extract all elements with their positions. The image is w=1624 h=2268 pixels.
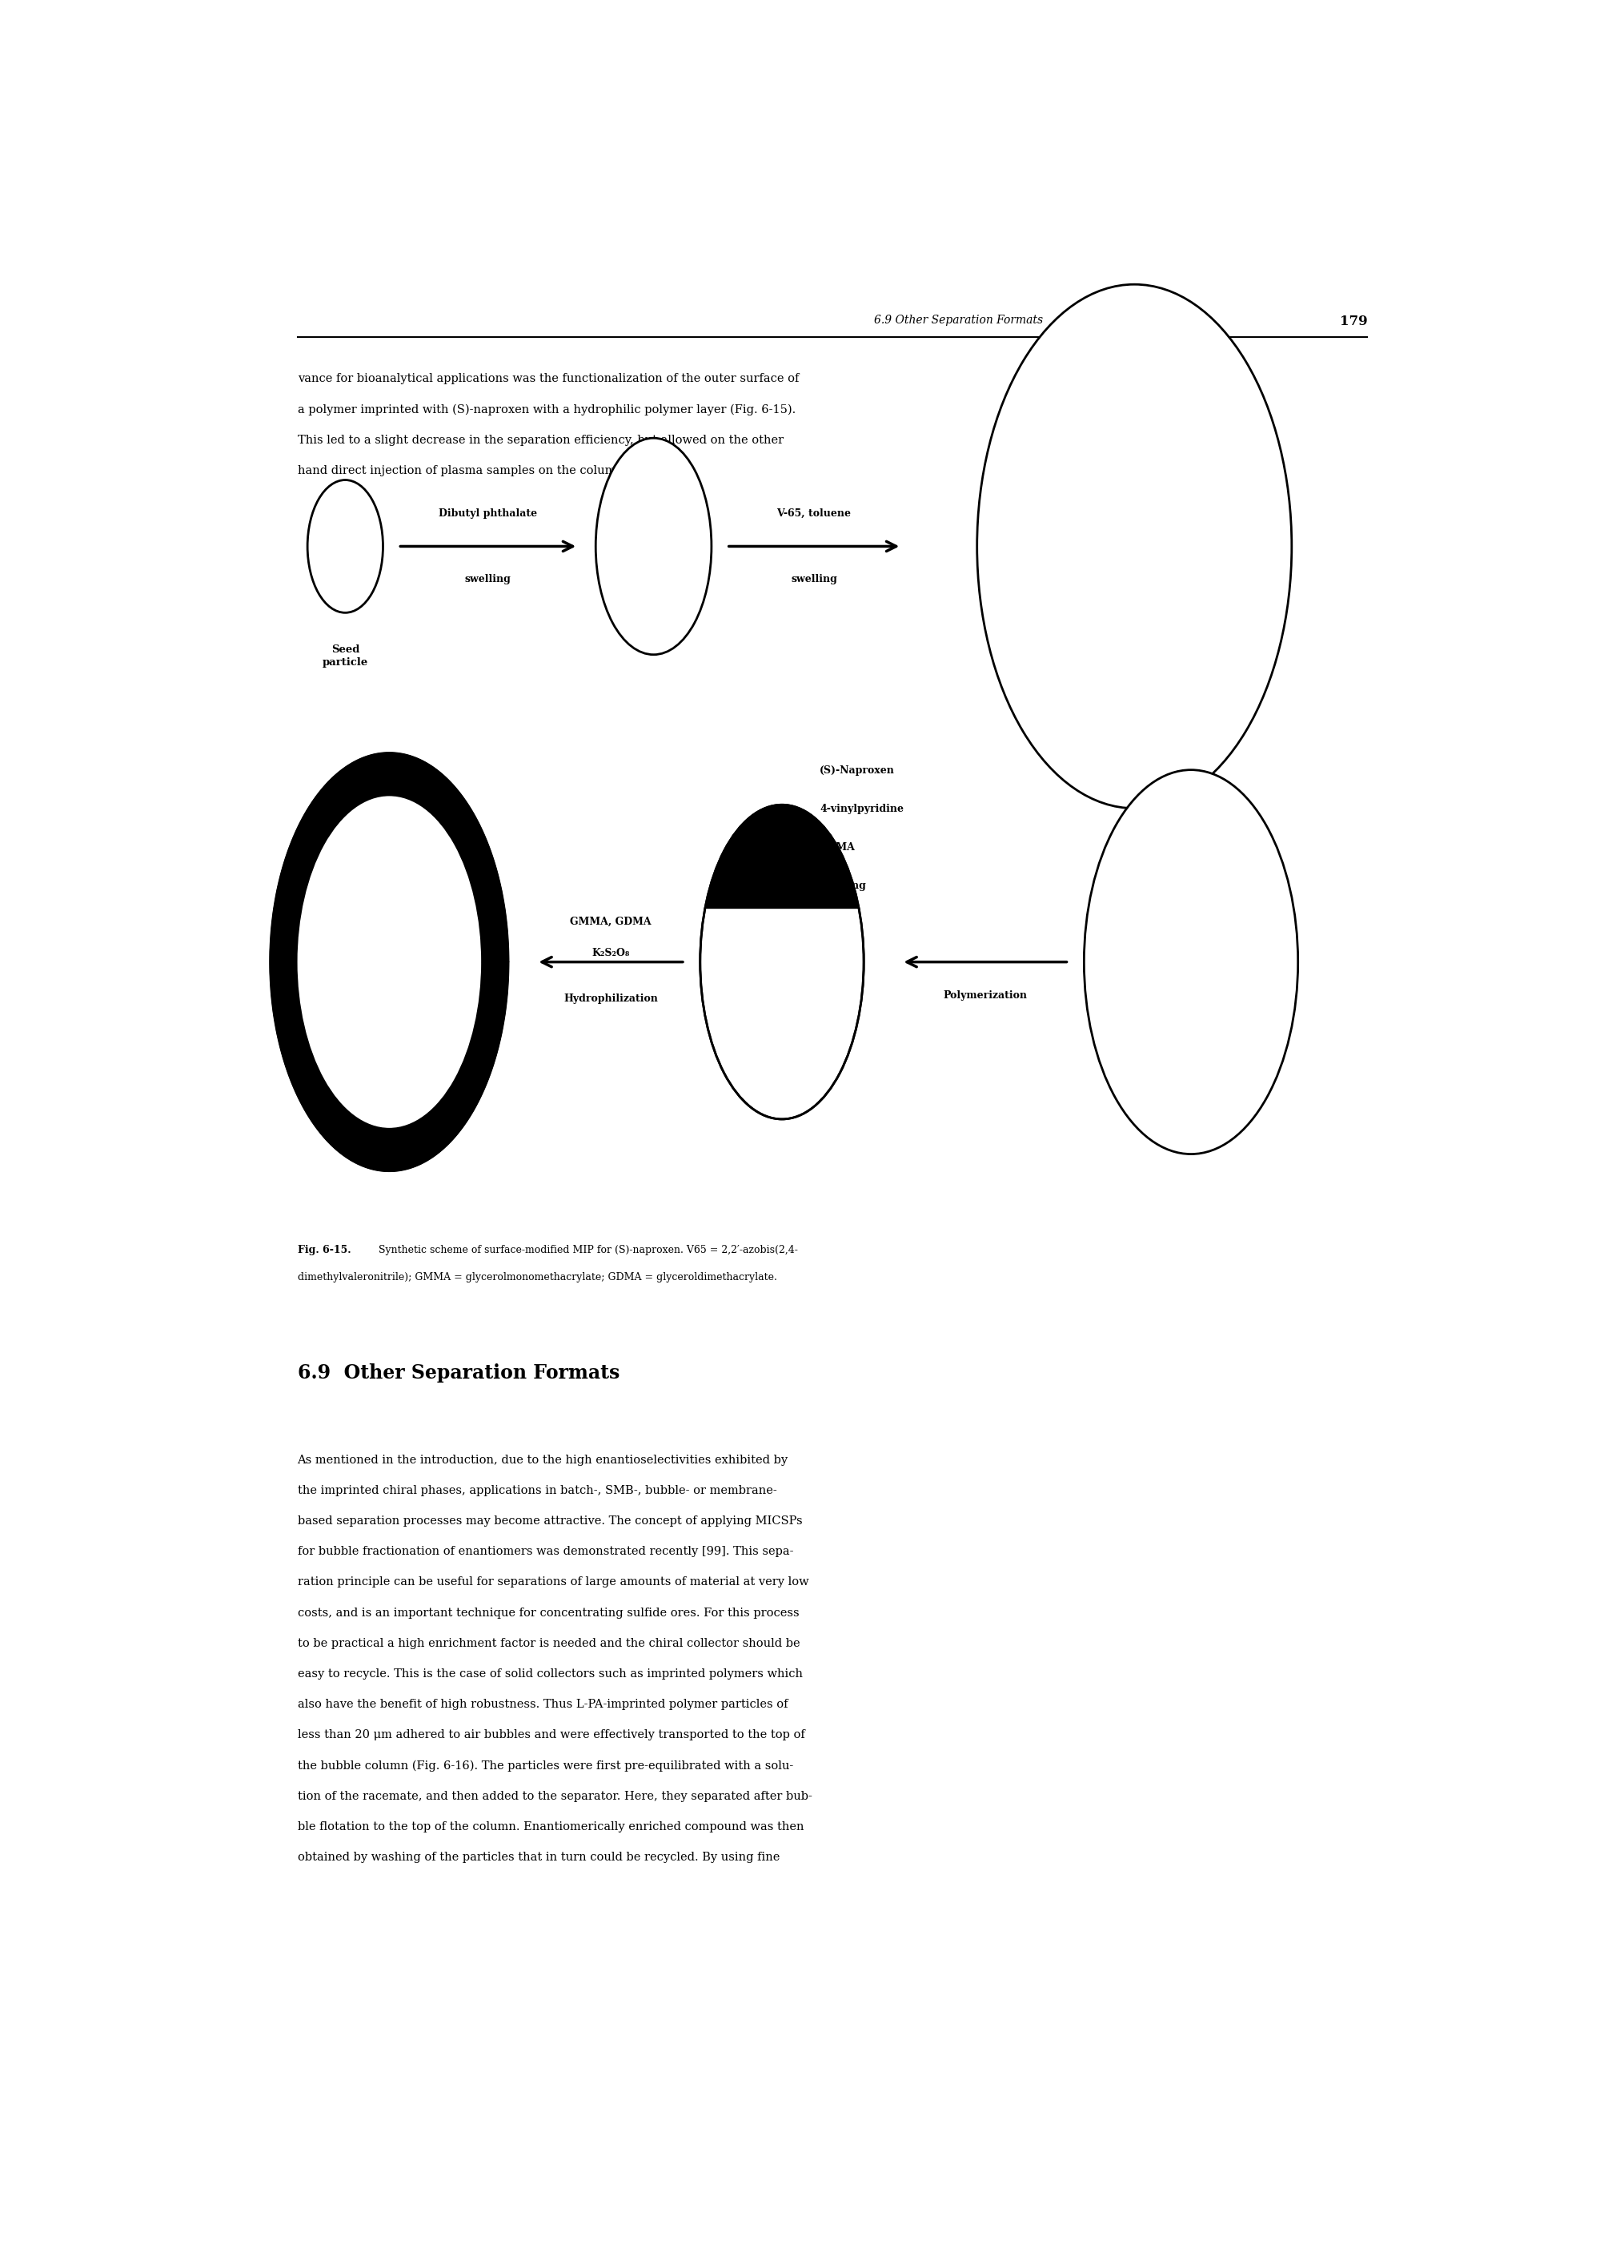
Text: vance for bioanalytical applications was the functionalization of the outer surf: vance for bioanalytical applications was… <box>297 374 799 386</box>
Ellipse shape <box>700 805 864 1118</box>
Text: swelling: swelling <box>820 880 866 891</box>
Text: tion of the racemate, and then added to the separator. Here, they separated afte: tion of the racemate, and then added to … <box>297 1792 812 1801</box>
Text: 179: 179 <box>1340 315 1367 329</box>
Text: obtained by washing of the particles that in turn could be recycled. By using fi: obtained by washing of the particles tha… <box>297 1851 780 1862</box>
Ellipse shape <box>596 438 711 655</box>
Text: Dibutyl phthalate: Dibutyl phthalate <box>438 508 538 519</box>
Text: swelling: swelling <box>791 574 838 585</box>
Text: Polymerization: Polymerization <box>944 989 1028 1000</box>
Text: 6.9 Other Separation Formats: 6.9 Other Separation Formats <box>874 315 1043 327</box>
Text: easy to recycle. This is the case of solid collectors such as imprinted polymers: easy to recycle. This is the case of sol… <box>297 1669 802 1681</box>
Text: ration principle can be useful for separations of large amounts of material at v: ration principle can be useful for separ… <box>297 1576 809 1588</box>
Text: to be practical a high enrichment factor is needed and the chiral collector shou: to be practical a high enrichment factor… <box>297 1637 799 1649</box>
Text: hand direct injection of plasma samples on the columns.: hand direct injection of plasma samples … <box>297 465 633 476</box>
Ellipse shape <box>978 284 1291 807</box>
Text: a polymer imprinted with (S)-naproxen with a hydrophilic polymer layer (Fig. 6-1: a polymer imprinted with (S)-naproxen wi… <box>297 404 796 415</box>
Text: GMMA, GDMA: GMMA, GDMA <box>570 916 651 928</box>
Text: Fig. 6-15.: Fig. 6-15. <box>297 1245 351 1254</box>
Text: less than 20 μm adhered to air bubbles and were effectively transported to the t: less than 20 μm adhered to air bubbles a… <box>297 1730 804 1742</box>
Polygon shape <box>705 805 859 907</box>
Ellipse shape <box>307 481 383 612</box>
Ellipse shape <box>297 796 481 1127</box>
Text: costs, and is an important technique for concentrating sulfide ores. For this pr: costs, and is an important technique for… <box>297 1608 799 1619</box>
Text: As mentioned in the introduction, due to the high enantioselectivities exhibited: As mentioned in the introduction, due to… <box>297 1454 788 1465</box>
Text: based separation processes may become attractive. The concept of applying MICSPs: based separation processes may become at… <box>297 1515 802 1526</box>
Text: V-65, toluene: V-65, toluene <box>776 508 851 519</box>
Text: dimethylvaleronitrile); GMMA = glycerolmonomethacrylate; GDMA = glyceroldimethac: dimethylvaleronitrile); GMMA = glycerolm… <box>297 1272 776 1281</box>
Text: the imprinted chiral phases, applications in batch-, SMB-, bubble- or membrane-: the imprinted chiral phases, application… <box>297 1486 776 1497</box>
Polygon shape <box>270 753 508 1173</box>
Text: ble flotation to the top of the column. Enantiomerically enriched compound was t: ble flotation to the top of the column. … <box>297 1821 804 1833</box>
Text: 6.9  Other Separation Formats: 6.9 Other Separation Formats <box>297 1363 619 1383</box>
Text: Synthetic scheme of surface-modified MIP for (S)-naproxen. V65 = 2,2′-azobis(2,4: Synthetic scheme of surface-modified MIP… <box>375 1245 797 1254</box>
Text: Seed
particle: Seed particle <box>322 644 369 667</box>
Text: the bubble column (Fig. 6-16). The particles were first pre-equilibrated with a : the bubble column (Fig. 6-16). The parti… <box>297 1760 793 1771</box>
Text: 4-vinylpyridine: 4-vinylpyridine <box>820 803 903 814</box>
Ellipse shape <box>1085 769 1298 1154</box>
Text: EDMA: EDMA <box>820 841 854 853</box>
Text: also have the benefit of high robustness. Thus L-PA-imprinted polymer particles : also have the benefit of high robustness… <box>297 1699 788 1710</box>
Text: swelling: swelling <box>464 574 512 585</box>
Text: (S)-Naproxen: (S)-Naproxen <box>820 767 895 776</box>
Text: for bubble fractionation of enantiomers was demonstrated recently [99]. This sep: for bubble fractionation of enantiomers … <box>297 1547 793 1558</box>
Text: K₂S₂O₈: K₂S₂O₈ <box>591 948 630 959</box>
Text: Hydrophilization: Hydrophilization <box>564 993 658 1005</box>
Text: This led to a slight decrease in the separation efficiency, but allowed on the o: This led to a slight decrease in the sep… <box>297 435 783 447</box>
